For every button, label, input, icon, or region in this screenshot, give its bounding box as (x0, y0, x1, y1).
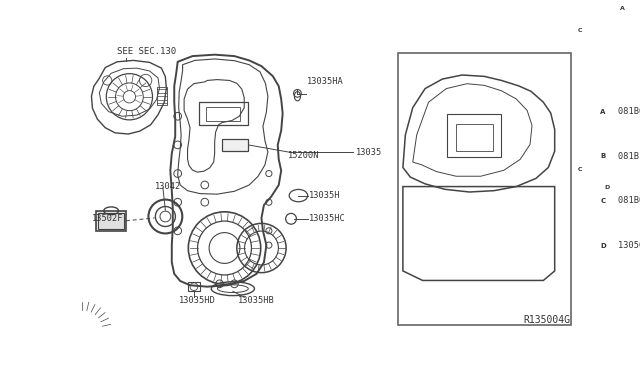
Bar (97, 211, 126, 231)
Text: 081B6-6201A (12): 081B6-6201A (12) (618, 107, 640, 116)
Bar (199, 102, 248, 125)
Bar (456, 124, 493, 151)
Text: B: B (600, 153, 605, 159)
Text: 13035HB: 13035HB (238, 296, 275, 305)
Text: 13050A (1): 13050A (1) (618, 241, 640, 250)
Text: A: A (620, 6, 625, 11)
Text: 081B6-6451A (3): 081B6-6451A (3) (618, 196, 640, 205)
Circle shape (575, 26, 584, 35)
Text: 13035HC: 13035HC (309, 214, 346, 223)
Bar (222, 139, 248, 151)
Text: 13035HD: 13035HD (179, 296, 216, 305)
Text: SEE SEC.130: SEE SEC.130 (117, 46, 176, 55)
Text: C: C (577, 167, 582, 172)
Circle shape (602, 183, 611, 192)
Bar (206, 107, 240, 121)
Circle shape (598, 108, 607, 116)
Circle shape (618, 4, 627, 13)
Text: C: C (600, 198, 605, 204)
Text: C: C (577, 28, 582, 33)
Text: R135004G: R135004G (524, 315, 570, 325)
Text: D: D (604, 185, 609, 190)
Circle shape (598, 241, 607, 250)
Circle shape (598, 197, 607, 205)
Text: D: D (600, 243, 606, 248)
Text: A: A (600, 109, 605, 115)
Text: 15200N: 15200N (287, 151, 319, 160)
Bar (98, 213, 124, 230)
Text: 081B1-0251A (2): 081B1-0251A (2) (618, 152, 640, 161)
Bar (398, 53, 572, 326)
Bar (188, 282, 200, 291)
Text: 13042: 13042 (154, 182, 180, 191)
Bar (157, 87, 167, 105)
Text: 13035: 13035 (356, 148, 382, 157)
Circle shape (598, 152, 607, 161)
Bar (447, 115, 502, 157)
Text: 13035H: 13035H (309, 191, 340, 200)
Circle shape (575, 165, 584, 174)
Text: 13502F: 13502F (92, 214, 123, 223)
Text: 13035HA: 13035HA (307, 77, 344, 86)
